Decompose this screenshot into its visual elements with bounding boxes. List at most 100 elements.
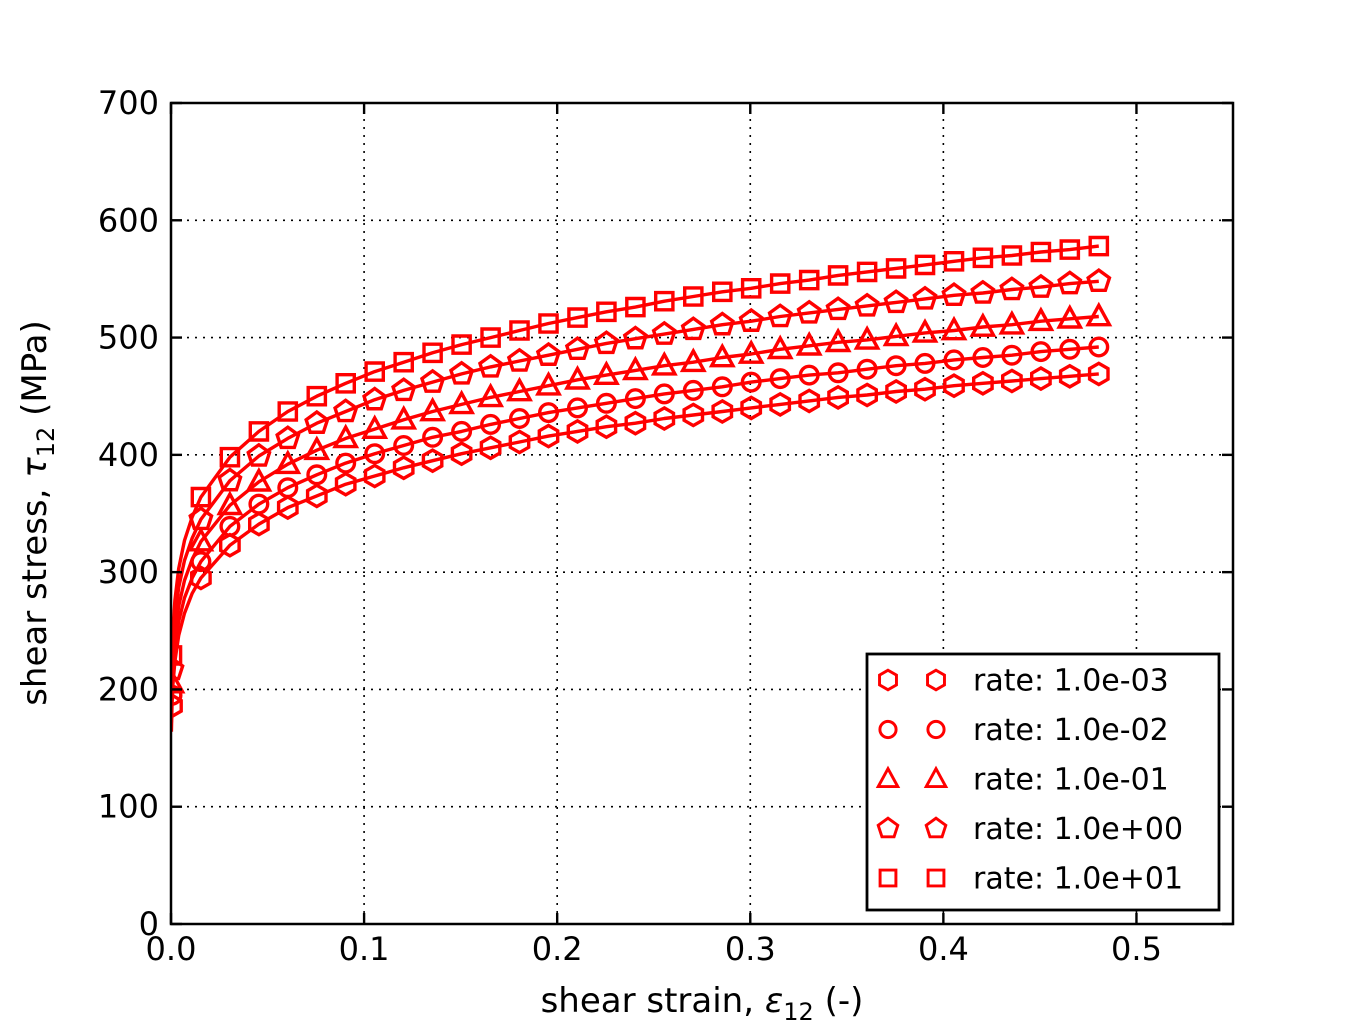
circle-marker: [537, 402, 560, 424]
triangle-marker: [390, 404, 418, 430]
pentagon-marker: [391, 377, 417, 402]
triangle-marker: [332, 423, 360, 449]
pentagon-marker: [999, 276, 1025, 301]
triangle-marker: [1056, 304, 1084, 329]
legend-hexagon-marker: [878, 668, 898, 692]
square-marker: [625, 296, 646, 318]
circle-marker: [711, 376, 733, 398]
hexagon-marker: [479, 435, 502, 461]
circle-marker: [624, 388, 646, 410]
circle-marker: [364, 443, 386, 465]
triangle-marker: [245, 467, 273, 492]
square-marker: [1088, 235, 1110, 257]
circle-marker: [422, 426, 444, 448]
triangle-marker: [969, 312, 997, 337]
hexagon-marker: [740, 395, 763, 421]
square-marker: [480, 327, 501, 348]
legend-label: rate: 1.0e-03: [973, 664, 1169, 699]
ticks: [169, 101, 1233, 926]
square-marker: [567, 307, 588, 328]
circle-marker: [480, 413, 502, 435]
circle-marker: [219, 515, 241, 537]
x-axis-label-subscript: 12: [783, 998, 814, 1026]
square-marker: [306, 385, 328, 407]
circle-marker: [856, 358, 878, 380]
triangle-marker: [187, 526, 215, 552]
square-marker: [248, 421, 270, 442]
hexagon-marker: [827, 384, 849, 410]
pentagon-marker: [622, 325, 649, 350]
circle-marker: [943, 349, 965, 371]
square-marker: [596, 301, 617, 323]
legend-triangle-marker: [923, 765, 949, 789]
hexagon-marker: [1058, 363, 1081, 389]
pentagon-marker: [246, 442, 272, 467]
circle-marker: [885, 355, 907, 377]
x-axis-label-suffix: (-): [814, 981, 864, 1021]
hexagon-marker: [363, 463, 386, 489]
legend-box: [865, 652, 1221, 912]
x-tick-label: 0.0: [146, 930, 197, 968]
legend-row: rate: 1.0e+01: [878, 862, 1183, 897]
triangle-marker: [824, 327, 852, 353]
hexagon-marker: [392, 455, 415, 481]
hexagon-marker: [972, 370, 994, 396]
triangle-marker: [448, 389, 476, 415]
series-square: [171, 235, 1110, 688]
pentagon-marker: [941, 281, 967, 307]
pentagon-marker: [333, 398, 359, 423]
pentagon-marker: [1028, 273, 1054, 298]
triangle-marker: [535, 370, 562, 396]
pentagon-marker: [477, 353, 504, 378]
circle-marker: [277, 477, 299, 499]
circle-marker: [171, 684, 183, 706]
triangle-marker: [506, 376, 533, 402]
series-pentagon: [171, 267, 1112, 699]
circle-marker: [1001, 344, 1023, 366]
square-marker: [451, 334, 472, 355]
hexagon-marker: [595, 414, 618, 440]
y-tick-label: 0: [139, 905, 159, 943]
x-tick-label: 0.5: [1111, 930, 1162, 968]
legend-label: rate: 1.0e+01: [973, 862, 1183, 897]
x-tick-label: 0.4: [918, 930, 969, 968]
y-axis-label: shear stress, τ12 (MPa): [15, 320, 60, 706]
y-tick-label: 400: [98, 436, 159, 474]
pentagon-marker: [1086, 267, 1112, 293]
pentagon-marker: [651, 320, 677, 345]
triangle-marker: [650, 350, 678, 376]
triangle-marker: [795, 331, 823, 356]
circle-marker: [306, 464, 328, 486]
triangle-marker: [1085, 301, 1113, 327]
square-marker: [798, 269, 820, 291]
hexagon-marker: [1030, 366, 1052, 392]
circle-marker: [827, 362, 849, 384]
triangle-marker: [940, 315, 968, 341]
pentagon-marker: [970, 279, 996, 304]
circle-marker: [248, 493, 270, 515]
triangle-marker: [737, 339, 765, 364]
hexagon-marker: [189, 565, 212, 591]
pentagon-marker: [448, 360, 475, 385]
hexagon-marker: [769, 391, 792, 417]
circle-marker: [1059, 338, 1081, 360]
x-tick-label: 0.3: [725, 930, 776, 968]
square-marker: [943, 250, 965, 272]
legend-circle-marker: [878, 720, 898, 739]
legend-square-marker: [878, 868, 898, 888]
square-marker: [856, 261, 878, 283]
legend-pentagon-marker: [876, 816, 900, 839]
tau-symbol: τ: [15, 457, 55, 478]
axes-spines: [169, 101, 1235, 926]
circle-marker: [914, 352, 936, 374]
hexagon-marker: [566, 418, 589, 444]
triangle-marker: [621, 355, 649, 381]
legend-label: rate: 1.0e-01: [973, 763, 1169, 798]
legend-row: rate: 1.0e-02: [878, 713, 1169, 748]
legend: rate: 1.0e-03 rate: 1.0e-02 rate: 1.0e-01 r…: [865, 652, 1221, 912]
circle-marker: [335, 452, 357, 474]
square-marker: [1030, 241, 1052, 263]
pentagon-marker: [419, 368, 446, 393]
series-hexagon: [171, 361, 1110, 732]
